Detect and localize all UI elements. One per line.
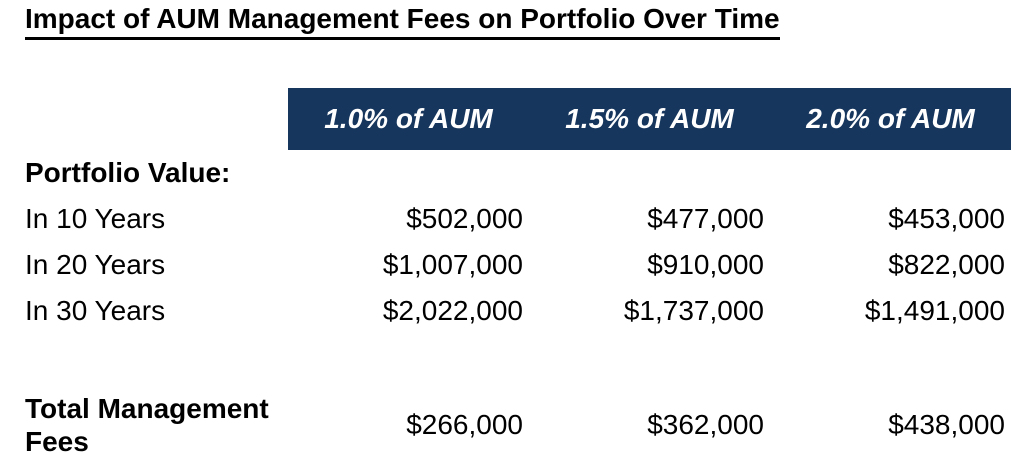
value-20yr-2pct: $822,000 bbox=[888, 248, 1005, 280]
empty-cell bbox=[529, 150, 770, 196]
page-title: Impact of AUM Management Fees on Portfol… bbox=[25, 3, 780, 41]
value-total-fees-2pct: $438,000 bbox=[888, 408, 1005, 440]
column-header-1pct: 1.0% of AUM bbox=[288, 88, 529, 150]
value-total-fees-1pct: $266,000 bbox=[406, 408, 523, 440]
value-total-fees-1-5pct: $362,000 bbox=[647, 408, 764, 440]
row-label-30-years: In 30 Years bbox=[25, 294, 166, 326]
header-spacer-cell bbox=[25, 88, 288, 150]
row-label-20-years: In 20 Years bbox=[25, 248, 166, 280]
empty-cell bbox=[288, 150, 529, 196]
page-title-text: Impact of AUM Management Fees on Portfol… bbox=[25, 3, 780, 41]
spacer-cell bbox=[288, 334, 529, 386]
value-10yr-1pct: $502,000 bbox=[406, 202, 523, 234]
value-30yr-2pct: $1,491,000 bbox=[864, 294, 1005, 326]
section-label-portfolio-value: Portfolio Value: bbox=[25, 156, 231, 188]
column-header-1pct-label: 1.0% of AUM bbox=[324, 102, 493, 134]
aum-fees-table: 1.0% of AUM 1.5% of AUM 2.0% of AUM Port… bbox=[25, 88, 1011, 464]
value-20yr-1-5pct: $910,000 bbox=[647, 248, 764, 280]
value-10yr-1-5pct: $477,000 bbox=[647, 202, 764, 234]
spacer-cell bbox=[529, 334, 770, 386]
value-10yr-2pct: $453,000 bbox=[888, 202, 1005, 234]
value-30yr-1pct: $2,022,000 bbox=[382, 294, 523, 326]
column-header-1-5pct-label: 1.5% of AUM bbox=[565, 102, 734, 134]
empty-cell bbox=[770, 150, 1011, 196]
column-header-1-5pct: 1.5% of AUM bbox=[529, 88, 770, 150]
column-header-2pct-label: 2.0% of AUM bbox=[806, 102, 975, 134]
spacer-cell bbox=[770, 334, 1011, 386]
column-header-2pct: 2.0% of AUM bbox=[770, 88, 1011, 150]
spacer-cell bbox=[25, 334, 288, 386]
row-label-total-management-fees: Total Management Fees bbox=[25, 392, 269, 457]
value-20yr-1pct: $1,007,000 bbox=[382, 248, 523, 280]
row-label-10-years: In 10 Years bbox=[25, 202, 166, 234]
value-30yr-1-5pct: $1,737,000 bbox=[623, 294, 764, 326]
